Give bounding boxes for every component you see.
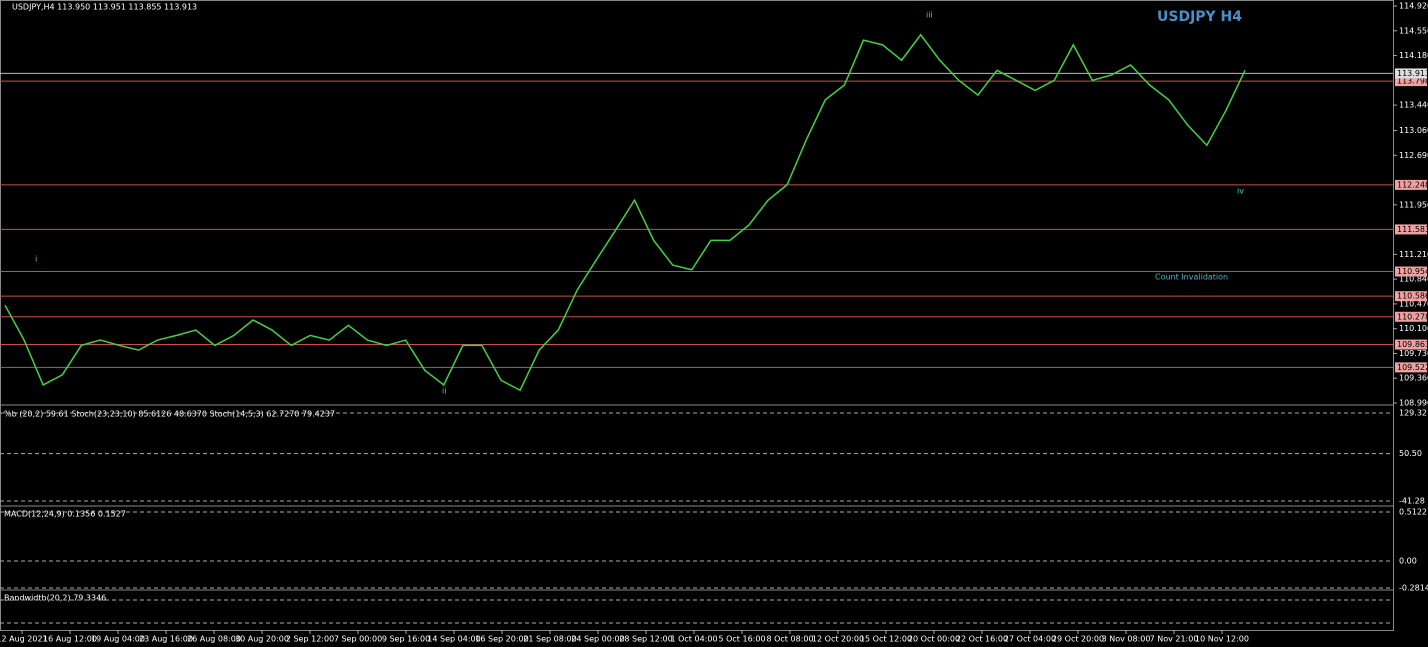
x-tick-label: 21 Sep 08:00 <box>523 635 576 644</box>
x-tick-label: 14 Sep 04:00 <box>427 635 480 644</box>
annotation: iii <box>926 11 933 20</box>
panel-tick-label: 0.5122 <box>1399 508 1427 517</box>
level-label-box <box>1395 311 1427 322</box>
level-label: 109.863 <box>1397 340 1428 349</box>
annotation: ii <box>442 387 446 396</box>
panel-tick-label: -41.28 <box>1399 497 1425 506</box>
y-tick-label: 112.690 <box>1399 151 1428 160</box>
x-tick-label: 3 Nov 08:00 <box>1102 635 1151 644</box>
level-label-box <box>1395 266 1427 277</box>
x-tick-label: 2 Sep 12:00 <box>286 635 334 644</box>
panel-tick-label: 50.50 <box>1399 449 1422 458</box>
x-tick-label: 22 Oct 16:00 <box>956 635 1008 644</box>
chart-title: USDJPY H4 <box>1157 9 1242 25</box>
panel-title: MACD(12,24,9) 0.1356 0.1527 <box>4 510 126 519</box>
level-label-box <box>1395 362 1427 373</box>
x-tick-label: 10 Nov 12:00 <box>1195 635 1249 644</box>
current-price-label: 113.913 <box>1397 69 1428 78</box>
x-tick-label: 16 Aug 12:00 <box>43 635 97 644</box>
panel-tick-label: 0.00 <box>1399 557 1417 566</box>
annotation: i <box>35 255 37 264</box>
level-label-box <box>1395 224 1427 235</box>
level-label: 113.798 <box>1397 77 1428 86</box>
y-tick-label: 110.100 <box>1399 324 1428 333</box>
annotation: iv <box>1237 187 1244 196</box>
level-label: 110.586 <box>1397 292 1428 301</box>
y-tick-label: 114.920 <box>1399 2 1428 11</box>
x-tick-label: 27 Oct 04:00 <box>1004 635 1056 644</box>
x-tick-label: 1 Oct 04:00 <box>670 635 717 644</box>
x-tick-label: 19 Aug 04:00 <box>91 635 145 644</box>
level-label: 111.583 <box>1397 225 1428 234</box>
frame <box>0 0 1394 631</box>
x-tick-label: 8 Oct 08:00 <box>766 635 813 644</box>
x-tick-label: 9 Sep 16:00 <box>382 635 430 644</box>
panel-title: %b (20,2) 59.61 Stoch(23,23,10) 85.6126 … <box>4 410 335 419</box>
y-tick-label: 113.060 <box>1399 126 1428 135</box>
x-tick-label: 24 Sep 00:00 <box>571 635 624 644</box>
y-tick-label: 114.550 <box>1399 26 1428 35</box>
level-label: 109.522 <box>1397 363 1428 372</box>
y-tick-label: 114.180 <box>1399 51 1428 60</box>
y-tick-label: 108.990 <box>1399 398 1428 407</box>
level-label-box <box>1395 339 1427 350</box>
x-tick-label: 30 Aug 20:00 <box>235 635 289 644</box>
level-label-box <box>1395 76 1427 87</box>
y-tick-label: 110.470 <box>1399 299 1428 308</box>
x-tick-label: 7 Sep 00:00 <box>334 635 382 644</box>
x-tick-label: 16 Sep 20:00 <box>475 635 528 644</box>
panel-tick-label: 129.32 <box>1399 409 1427 418</box>
level-label: 110.278 <box>1397 312 1428 321</box>
level-label: 112.248 <box>1397 180 1428 189</box>
x-tick-label: 7 Nov 21:00 <box>1150 635 1199 644</box>
y-tick-label: 111.950 <box>1399 200 1428 209</box>
level-label-box <box>1395 179 1427 190</box>
x-tick-label: 12 Oct 20:00 <box>812 635 864 644</box>
panel-tick-label: -0.2814 <box>1399 584 1428 593</box>
y-tick-label: 109.360 <box>1399 374 1428 383</box>
x-tick-label: 20 Oct 00:00 <box>908 635 960 644</box>
x-tick-label: 12 Aug 2021 <box>0 635 48 644</box>
x-tick-label: 26 Aug 08:00 <box>187 635 241 644</box>
current-price-box <box>1395 68 1427 79</box>
price-line <box>4 33 1246 392</box>
x-tick-label: 5 Oct 16:00 <box>718 635 765 644</box>
level-label-box <box>1395 291 1427 302</box>
x-tick-label: 15 Oct 12:00 <box>860 635 912 644</box>
panel-title: Bandwidth(20,2) 79.3346 <box>4 594 106 603</box>
x-tick-label: 23 Aug 16:00 <box>139 635 193 644</box>
y-tick-label: 113.440 <box>1399 101 1428 110</box>
symbol-header: USDJPY,H4 113.950 113.951 113.855 113.91… <box>12 3 197 12</box>
x-tick-label: 28 Sep 12:00 <box>619 635 672 644</box>
y-tick-label: 109.730 <box>1399 349 1428 358</box>
y-tick-label: 110.840 <box>1399 275 1428 284</box>
x-tick-label: 29 Oct 20:00 <box>1052 635 1104 644</box>
level-label: 110.954 <box>1397 267 1428 276</box>
y-tick-label: 111.210 <box>1399 250 1428 259</box>
annotation: Count Invalidation <box>1155 273 1228 282</box>
